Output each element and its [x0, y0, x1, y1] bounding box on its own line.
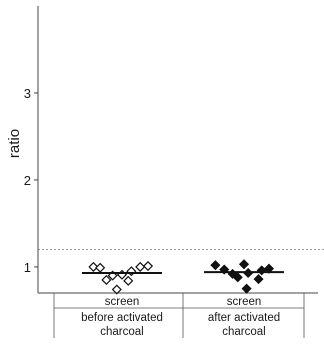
labels-layer: screen before activated charcoal screen afte… — [81, 296, 280, 338]
category-label-line3: charcoal — [100, 326, 143, 338]
filled-diamond-point — [210, 260, 221, 271]
points-layer — [88, 259, 275, 295]
filled-diamond-point — [241, 283, 252, 294]
y-tick-label: 1 — [24, 260, 31, 275]
filled-diamond-point — [256, 265, 267, 276]
open-diamond-point — [135, 261, 146, 272]
filled-diamond-point — [253, 274, 264, 285]
open-diamond-point — [101, 274, 112, 286]
open-diamond-point — [123, 275, 134, 286]
category-label-line2: after activated — [208, 312, 280, 324]
open-diamond-point — [116, 269, 128, 280]
open-diamond-point — [95, 262, 106, 273]
y-tick-label: 2 — [24, 173, 31, 188]
y-tick-label: 3 — [24, 86, 31, 101]
open-diamond-point — [126, 266, 137, 277]
axes-layer: 1 2 3 ratio — [6, 6, 318, 338]
open-diamond-point — [107, 270, 118, 281]
open-diamond-point — [88, 261, 99, 272]
category-label-line3: charcoal — [222, 326, 265, 338]
category-label-line2: before activated — [81, 312, 163, 324]
category-label-line1: screen — [105, 296, 140, 308]
filled-diamond-point — [232, 272, 243, 283]
median-layer — [82, 271, 284, 274]
y-axis-title: ratio — [6, 129, 23, 158]
open-diamond-point — [111, 284, 122, 295]
open-diamond-point — [142, 260, 154, 272]
filled-diamond-point — [238, 259, 250, 270]
category-label-line1: screen — [227, 296, 262, 308]
